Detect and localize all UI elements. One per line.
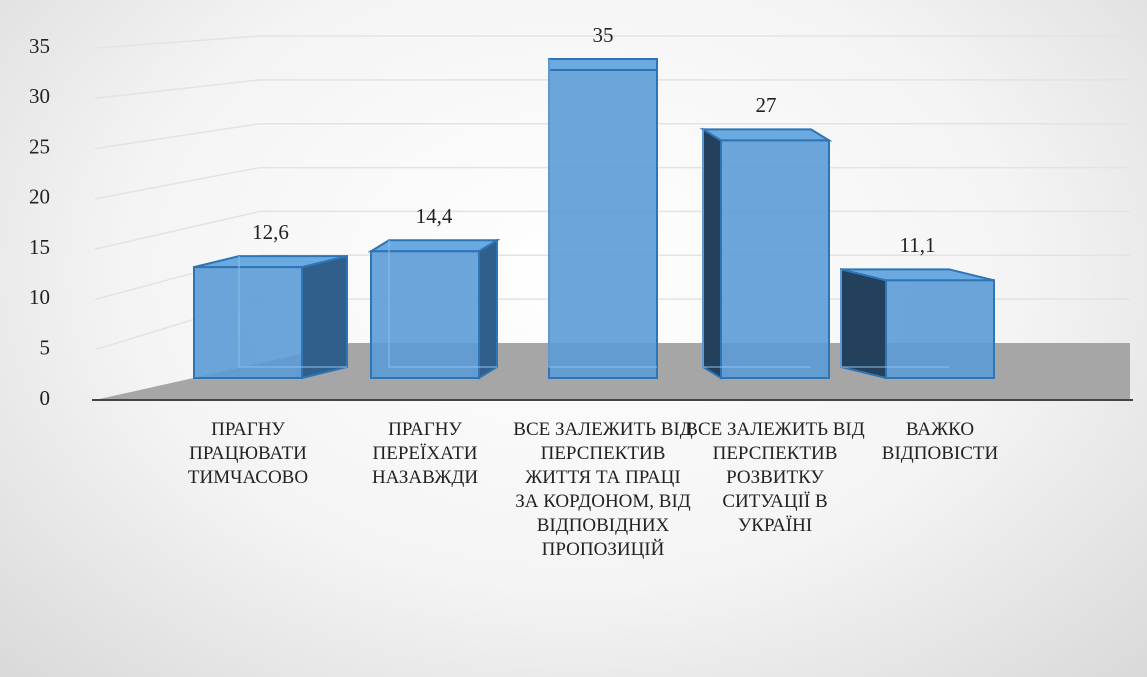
grid-line [94,122,1130,150]
bar [699,127,833,380]
grid-line [94,79,1130,100]
x-tick-label: ВСЕ ЗАЛЕЖИТЬ ВІД ПЕРСПЕКТИВ РОЗВИТКУ СИТ… [685,419,865,536]
y-tick-label: 15 [29,235,50,259]
y-tick-label: 5 [40,336,51,360]
y-tick-label: 35 [29,34,50,58]
data-label: 12,6 [252,220,289,244]
bar [367,238,501,380]
x-tick-label: ПРАГНУ ПРАЦЮВАТИ ТИМЧАСОВО [187,419,309,488]
y-tick-label: 20 [29,185,50,209]
data-label: 35 [593,23,614,47]
bar-face [478,238,498,380]
y-tick-label: 25 [29,134,50,158]
bar [548,58,658,379]
bar-face [702,127,722,380]
bar-face [301,254,348,380]
data-label: 14,4 [416,204,453,228]
bar-face [548,69,658,379]
bar-face [370,250,480,379]
bar-face [840,268,887,380]
y-tick-label: 30 [29,84,50,108]
data-label: 27 [756,93,777,117]
bar-face [193,266,303,379]
bar-face [885,279,995,380]
bar-face [720,139,830,379]
x-tick-label: ПРАГНУ ПЕРЕЇХАТИ НАЗАВЖДИ [371,419,479,488]
bar [193,254,348,380]
x-tick-label: ВСЕ ЗАЛЕЖИТЬ ВІД ПЕРСПЕКТИВ ЖИТТЯ ТА ПРА… [513,419,693,560]
y-tick-label: 0 [40,386,51,410]
y-tick-label: 10 [29,285,50,309]
bar-face [699,128,833,142]
grid-line [94,35,1130,49]
bar-face [840,269,949,368]
bar-face [367,239,501,253]
bar [840,268,995,380]
bar-face [548,59,657,368]
grid-line [94,166,1130,200]
bar-face [702,129,811,368]
bar-face [238,256,347,368]
bar-face [548,58,658,71]
data-label: 11,1 [900,233,936,257]
bar-face [388,240,497,368]
grid-line [94,210,1130,250]
x-tick-label: ВАЖКО ВІДПОВІСТИ [881,419,999,464]
